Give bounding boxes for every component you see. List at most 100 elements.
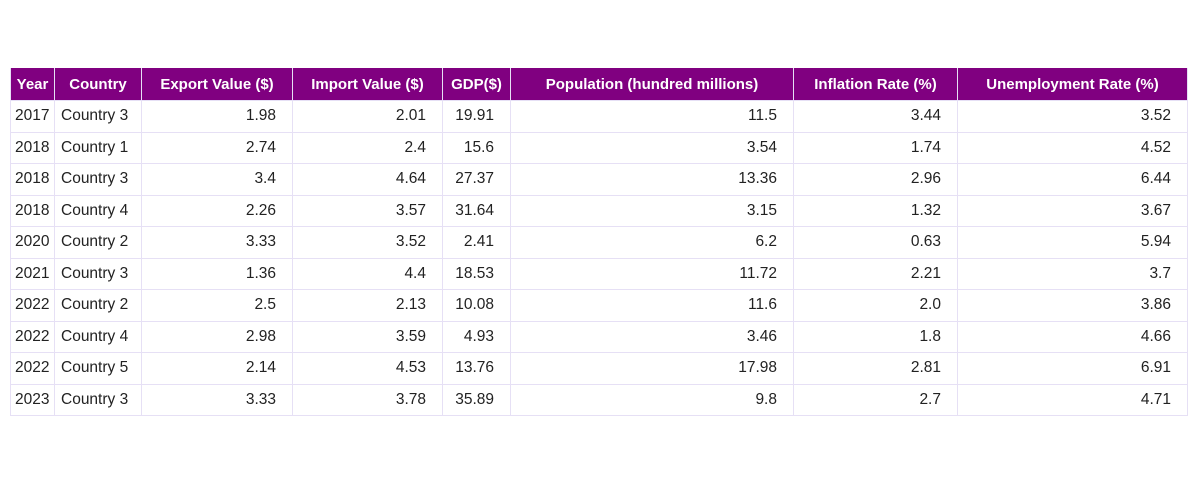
gdp-cell: 2.41 xyxy=(442,226,511,259)
unemployment-rate-cell: 4.71 xyxy=(957,383,1188,416)
year-cell: 2020 xyxy=(10,226,55,259)
unemployment-rate-cell: 4.52 xyxy=(957,131,1188,164)
export-value-cell: 3.33 xyxy=(141,383,293,416)
table-row: 2022 Country 4 2.98 3.59 4.93 3.46 1.8 4.66 xyxy=(10,320,1188,353)
population-cell: 11.5 xyxy=(510,100,794,133)
gdp-cell: 15.6 xyxy=(442,131,511,164)
table-row: 2022 Country 2 2.5 2.13 10.08 11.6 2.0 3.86 xyxy=(10,289,1188,322)
table-body: 2017 Country 3 1.98 2.01 19.91 11.5 3.44 3.52 20… xyxy=(10,100,1188,416)
unemployment-rate-cell: 4.66 xyxy=(957,320,1188,353)
year-cell: 2022 xyxy=(10,352,55,385)
gdp-cell: 27.37 xyxy=(442,163,511,196)
population-cell: 11.72 xyxy=(510,257,794,290)
year-cell: 2017 xyxy=(10,100,55,133)
import-value-cell: 3.52 xyxy=(292,226,443,259)
inflation-rate-cell: 1.74 xyxy=(793,131,958,164)
header-row: Year Country Export Value ($) Import Val… xyxy=(10,68,1188,101)
inflation-rate-cell: 3.44 xyxy=(793,100,958,133)
import-value-cell: 3.57 xyxy=(292,194,443,227)
export-value-cell: 2.74 xyxy=(141,131,293,164)
table-header: Year Country Export Value ($) Import Val… xyxy=(10,68,1188,101)
export-value-cell: 2.98 xyxy=(141,320,293,353)
population-cell: 3.46 xyxy=(510,320,794,353)
gdp-cell: 13.76 xyxy=(442,352,511,385)
inflation-rate-cell: 0.63 xyxy=(793,226,958,259)
data-table: Year Country Export Value ($) Import Val… xyxy=(10,68,1188,416)
gdp-cell: 19.91 xyxy=(442,100,511,133)
population-cell: 3.54 xyxy=(510,131,794,164)
year-cell: 2022 xyxy=(10,289,55,322)
country-cell: Country 3 xyxy=(54,100,142,133)
header-country: Country xyxy=(54,68,142,101)
population-cell: 13.36 xyxy=(510,163,794,196)
header-gdp: GDP($) xyxy=(442,68,511,101)
unemployment-rate-cell: 3.86 xyxy=(957,289,1188,322)
table-row: 2017 Country 3 1.98 2.01 19.91 11.5 3.44 3.52 xyxy=(10,100,1188,133)
export-value-cell: 3.4 xyxy=(141,163,293,196)
country-cell: Country 3 xyxy=(54,383,142,416)
table-row: 2022 Country 5 2.14 4.53 13.76 17.98 2.81 6.91 xyxy=(10,352,1188,385)
country-cell: Country 3 xyxy=(54,257,142,290)
year-cell: 2018 xyxy=(10,163,55,196)
export-value-cell: 2.5 xyxy=(141,289,293,322)
inflation-rate-cell: 2.21 xyxy=(793,257,958,290)
population-cell: 11.6 xyxy=(510,289,794,322)
inflation-rate-cell: 2.96 xyxy=(793,163,958,196)
table-row: 2021 Country 3 1.36 4.4 18.53 11.72 2.21 3.7 xyxy=(10,257,1188,290)
table-row: 2018 Country 1 2.74 2.4 15.6 3.54 1.74 4.52 xyxy=(10,131,1188,164)
unemployment-rate-cell: 3.52 xyxy=(957,100,1188,133)
gdp-cell: 35.89 xyxy=(442,383,511,416)
year-cell: 2021 xyxy=(10,257,55,290)
year-cell: 2022 xyxy=(10,320,55,353)
country-cell: Country 1 xyxy=(54,131,142,164)
import-value-cell: 2.01 xyxy=(292,100,443,133)
population-cell: 17.98 xyxy=(510,352,794,385)
header-year: Year xyxy=(10,68,55,101)
inflation-rate-cell: 1.32 xyxy=(793,194,958,227)
year-cell: 2018 xyxy=(10,194,55,227)
export-value-cell: 2.14 xyxy=(141,352,293,385)
inflation-rate-cell: 2.0 xyxy=(793,289,958,322)
import-value-cell: 2.13 xyxy=(292,289,443,322)
unemployment-rate-cell: 3.67 xyxy=(957,194,1188,227)
country-cell: Country 2 xyxy=(54,226,142,259)
country-cell: Country 4 xyxy=(54,194,142,227)
country-cell: Country 3 xyxy=(54,163,142,196)
import-value-cell: 3.59 xyxy=(292,320,443,353)
unemployment-rate-cell: 5.94 xyxy=(957,226,1188,259)
country-cell: Country 4 xyxy=(54,320,142,353)
export-value-cell: 2.26 xyxy=(141,194,293,227)
population-cell: 9.8 xyxy=(510,383,794,416)
table-row: 2020 Country 2 3.33 3.52 2.41 6.2 0.63 5.94 xyxy=(10,226,1188,259)
import-value-cell: 2.4 xyxy=(292,131,443,164)
gdp-cell: 4.93 xyxy=(442,320,511,353)
header-population: Population (hundred millions) xyxy=(510,68,794,101)
inflation-rate-cell: 1.8 xyxy=(793,320,958,353)
year-cell: 2018 xyxy=(10,131,55,164)
unemployment-rate-cell: 6.91 xyxy=(957,352,1188,385)
population-cell: 3.15 xyxy=(510,194,794,227)
export-value-cell: 1.98 xyxy=(141,100,293,133)
table-row: 2023 Country 3 3.33 3.78 35.89 9.8 2.7 4.71 xyxy=(10,383,1188,416)
header-unemployment-rate: Unemployment Rate (%) xyxy=(957,68,1188,101)
year-cell: 2023 xyxy=(10,383,55,416)
country-cell: Country 5 xyxy=(54,352,142,385)
gdp-cell: 10.08 xyxy=(442,289,511,322)
inflation-rate-cell: 2.7 xyxy=(793,383,958,416)
import-value-cell: 4.64 xyxy=(292,163,443,196)
country-cell: Country 2 xyxy=(54,289,142,322)
import-value-cell: 4.4 xyxy=(292,257,443,290)
population-cell: 6.2 xyxy=(510,226,794,259)
data-table-container: Year Country Export Value ($) Import Val… xyxy=(10,68,1188,416)
gdp-cell: 31.64 xyxy=(442,194,511,227)
export-value-cell: 3.33 xyxy=(141,226,293,259)
export-value-cell: 1.36 xyxy=(141,257,293,290)
header-export-value: Export Value ($) xyxy=(141,68,293,101)
gdp-cell: 18.53 xyxy=(442,257,511,290)
header-import-value: Import Value ($) xyxy=(292,68,443,101)
table-row: 2018 Country 4 2.26 3.57 31.64 3.15 1.32 3.67 xyxy=(10,194,1188,227)
header-inflation-rate: Inflation Rate (%) xyxy=(793,68,958,101)
unemployment-rate-cell: 6.44 xyxy=(957,163,1188,196)
inflation-rate-cell: 2.81 xyxy=(793,352,958,385)
import-value-cell: 3.78 xyxy=(292,383,443,416)
